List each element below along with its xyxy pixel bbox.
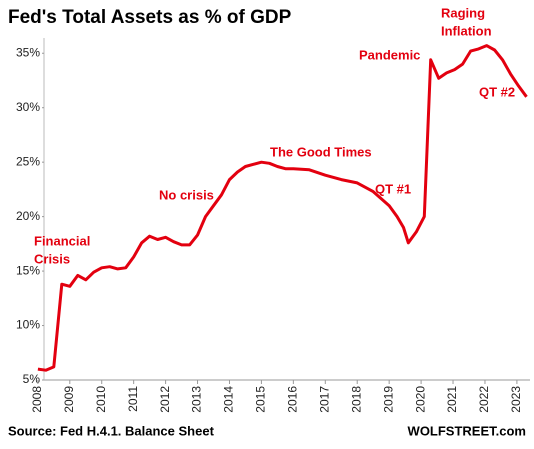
annotation: Crisis <box>34 251 70 266</box>
x-tick-label: 2022 <box>477 386 491 413</box>
x-tick-label: 2021 <box>445 386 459 413</box>
annotation: Pandemic <box>359 47 420 62</box>
x-tick-label: 2013 <box>190 386 204 413</box>
x-tick-label: 2017 <box>317 386 331 413</box>
x-tick-label: 2012 <box>158 386 172 413</box>
annotation: No crisis <box>159 187 214 202</box>
x-tick-label: 2019 <box>381 386 395 413</box>
y-tick-label: 25% <box>16 154 40 168</box>
y-tick-label: 30% <box>16 100 40 114</box>
chart-title: Fed's Total Assets as % of GDP <box>8 7 292 28</box>
y-tick-label: 5% <box>23 372 41 386</box>
annotation: Raging <box>441 5 485 20</box>
x-tick-label: 2016 <box>286 386 300 413</box>
annotation: QT #1 <box>375 181 411 196</box>
y-tick-label: 15% <box>16 263 40 277</box>
source: Source: Fed H.4.1. Balance Sheet <box>8 423 215 438</box>
y-tick-label: 20% <box>16 209 40 223</box>
y-tick-label: 35% <box>16 45 40 59</box>
x-tick-label: 2018 <box>349 386 363 413</box>
annotation: The Good Times <box>270 144 372 159</box>
x-tick-label: 2020 <box>413 386 427 413</box>
y-tick-label: 10% <box>16 318 40 332</box>
x-tick-label: 2008 <box>30 386 44 413</box>
x-tick-label: 2011 <box>126 386 140 412</box>
x-tick-label: 2010 <box>94 386 108 413</box>
x-tick-label: 2014 <box>222 386 236 413</box>
x-tick-label: 2015 <box>254 386 268 413</box>
data-line <box>37 44 528 372</box>
annotation: Financial <box>34 233 90 248</box>
x-tick-label: 2009 <box>62 386 76 413</box>
credit: WOLFSTREET.com <box>408 423 526 438</box>
x-tick-label: 2023 <box>509 386 523 413</box>
annotation: Inflation <box>441 23 492 38</box>
annotation: QT #2 <box>479 84 515 99</box>
